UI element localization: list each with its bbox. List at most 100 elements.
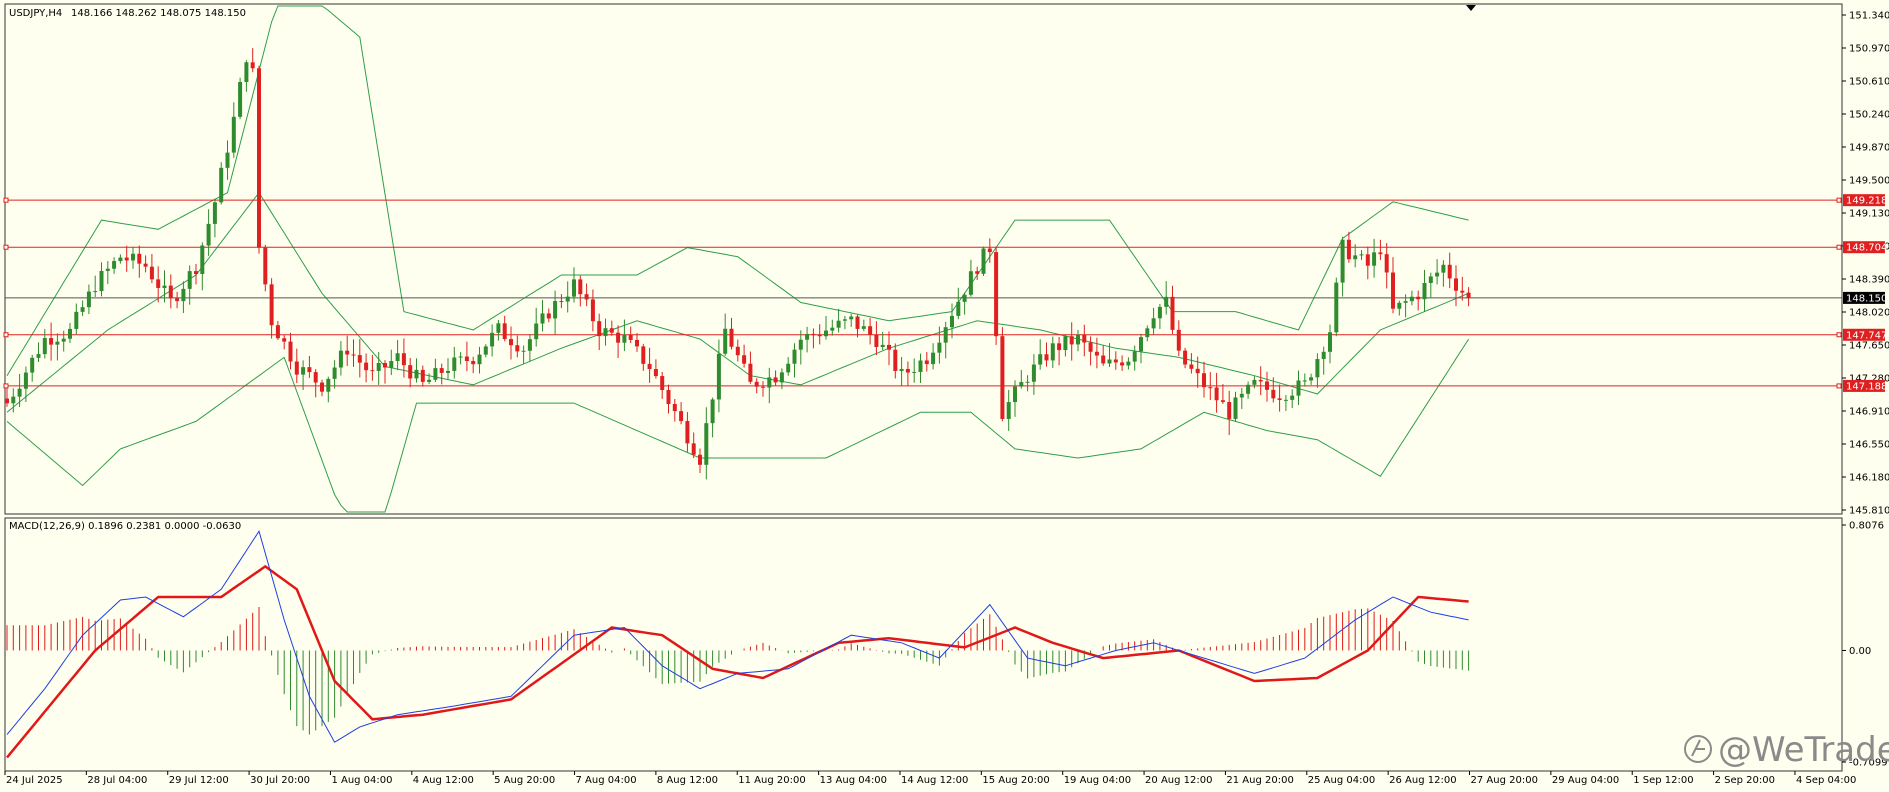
candle-body	[212, 202, 217, 224]
candle-body	[1403, 301, 1408, 303]
candle-body	[893, 349, 898, 371]
candle-body	[200, 245, 205, 274]
candle-body	[351, 354, 356, 356]
candle-body	[849, 316, 854, 320]
level-price-tag	[1843, 194, 1885, 207]
candle-body	[1019, 382, 1024, 387]
candle-body	[1214, 387, 1219, 401]
candle-body	[1195, 368, 1200, 374]
candle-body	[603, 328, 608, 337]
candle-body	[477, 354, 482, 365]
candle-body	[672, 403, 677, 412]
level-handle-right-0[interactable]	[1836, 197, 1842, 203]
candle-body	[194, 271, 198, 274]
level-price-label: 147.188	[1846, 381, 1887, 392]
candle-body	[1233, 397, 1238, 419]
time-tick-label: 14 Aug 12:00	[901, 775, 968, 786]
candle-body	[1183, 350, 1188, 365]
candle-body	[11, 396, 16, 404]
candle-body	[168, 285, 173, 299]
candle-body	[181, 288, 186, 302]
candle-body	[609, 328, 614, 333]
candle-body	[1353, 255, 1358, 260]
candle-body	[943, 327, 948, 343]
candle-body	[647, 363, 652, 370]
candle-body	[17, 388, 22, 397]
candle-body	[1094, 351, 1099, 356]
candle-body	[937, 342, 942, 353]
candle-body	[792, 349, 797, 364]
candle-body	[540, 313, 545, 324]
candle-body	[137, 253, 142, 264]
candle-body	[257, 68, 261, 248]
price-tick-label: 149.130	[1849, 209, 1889, 220]
macd-tick-label: 0.00	[1849, 646, 1871, 657]
candle-body	[981, 248, 986, 274]
candle-body	[483, 346, 488, 355]
candle-body	[572, 279, 576, 297]
candle-body	[1107, 359, 1112, 364]
bollinger-upper-band	[6, 5, 1469, 376]
scroll-marker-icon[interactable]	[1466, 5, 1476, 11]
candle-body	[275, 325, 280, 339]
macd-main-line	[6, 530, 1469, 743]
candle-body	[1088, 342, 1093, 352]
candle-body	[1460, 290, 1465, 293]
candle-body	[950, 315, 954, 328]
price-tick-label: 147.280	[1849, 374, 1889, 385]
time-tick-label: 21 Aug 20:00	[1226, 775, 1293, 786]
candle-body	[1132, 351, 1137, 362]
candle-body	[332, 367, 337, 379]
candle-body	[401, 353, 406, 366]
candle-body	[1258, 379, 1263, 382]
price-panel[interactable]	[4, 3, 1843, 515]
candle-body	[338, 350, 343, 368]
candle-body	[975, 271, 980, 274]
candle-body	[5, 398, 9, 404]
candle-body	[1466, 292, 1471, 298]
candle-body	[685, 421, 690, 444]
candle-body	[698, 454, 702, 465]
candle-body	[1290, 395, 1295, 400]
candle-body	[61, 338, 66, 342]
level-handle-right-1[interactable]	[1836, 244, 1842, 250]
candle-body	[99, 270, 104, 292]
candle-body	[1334, 282, 1339, 333]
candle-body	[1328, 332, 1332, 352]
candle-body	[112, 261, 117, 269]
candle-body	[729, 328, 734, 347]
symbol-label: USDJPY,H4	[9, 8, 62, 19]
level-handle-0[interactable]	[3, 197, 9, 203]
level-price-tag	[1843, 328, 1885, 341]
candle-body	[1069, 336, 1074, 345]
macd-panel[interactable]	[4, 517, 1843, 772]
level-handle-2[interactable]	[3, 332, 9, 338]
current-price-label: 148.150	[1846, 293, 1887, 304]
candle-body	[912, 371, 917, 373]
candle-body	[1220, 400, 1225, 403]
candle-body	[1101, 355, 1106, 364]
candle-body	[1454, 278, 1458, 291]
candle-body	[131, 253, 135, 261]
candle-body	[994, 252, 999, 337]
candle-body	[723, 328, 728, 354]
candle-body	[427, 379, 432, 382]
level-handle-right-3[interactable]	[1836, 383, 1842, 389]
candle-body	[36, 354, 41, 358]
level-handle-3[interactable]	[3, 383, 9, 389]
candle-body	[1277, 398, 1282, 400]
candle-body	[294, 361, 299, 375]
level-price-label: 149.218	[1846, 196, 1887, 207]
candle-body	[496, 323, 501, 333]
candle-body	[30, 357, 35, 373]
price-tick-label: 145.810	[1849, 506, 1889, 517]
candle-body	[1057, 343, 1062, 351]
candle-body	[156, 279, 161, 288]
candle-body	[1189, 364, 1194, 369]
candle-body	[395, 353, 400, 362]
level-handle-right-2[interactable]	[1836, 332, 1842, 338]
candle-body	[509, 339, 513, 346]
level-handle-1[interactable]	[3, 244, 9, 250]
price-tick-label: 149.500	[1849, 176, 1889, 187]
